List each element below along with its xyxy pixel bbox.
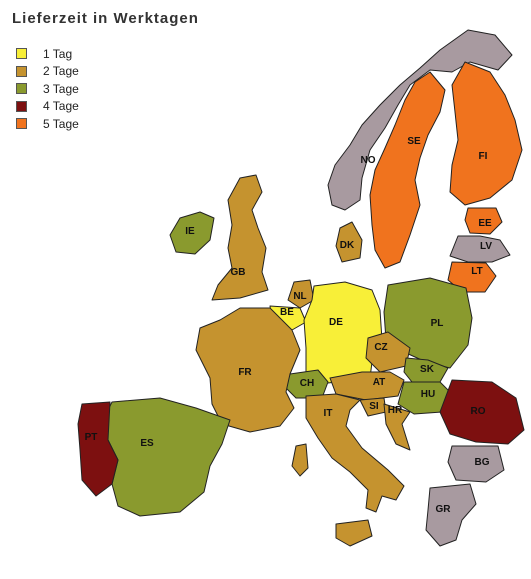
legend-label: 2 Tage xyxy=(43,64,79,79)
legend-item: 3 Tage xyxy=(16,80,79,98)
country-GB xyxy=(211,174,269,301)
country-label-NO: NO xyxy=(361,155,376,166)
country-IT-sicily xyxy=(335,519,373,547)
legend-swatch xyxy=(16,100,27,112)
legend-label: 4 Tage xyxy=(43,99,79,114)
country-IE xyxy=(169,211,215,255)
legend-item: 5 Tage xyxy=(16,115,79,133)
legend-label: 5 Tage xyxy=(43,116,79,131)
country-label-SI: SI xyxy=(369,401,379,412)
country-LV xyxy=(449,235,511,263)
country-label-BE: BE xyxy=(280,307,294,318)
country-SE xyxy=(369,71,446,269)
legend-item: 1 Tag xyxy=(16,45,79,63)
country-label-IE: IE xyxy=(185,226,195,237)
country-label-CZ: CZ xyxy=(374,342,387,353)
legend-swatch xyxy=(16,118,27,130)
country-label-SK: SK xyxy=(420,364,435,375)
country-NO xyxy=(327,29,513,211)
country-label-IT: IT xyxy=(324,408,333,419)
country-label-LV: LV xyxy=(480,241,492,252)
country-label-LT: LT xyxy=(471,266,482,277)
country-label-EE: EE xyxy=(478,218,492,229)
country-label-SE: SE xyxy=(407,136,421,147)
country-FI xyxy=(449,61,523,206)
country-label-GR: GR xyxy=(436,504,452,515)
country-NL xyxy=(287,279,315,309)
country-DK xyxy=(335,221,363,263)
legend-swatch xyxy=(16,83,27,95)
country-HR xyxy=(383,403,411,451)
country-label-HU: HU xyxy=(421,389,435,400)
country-RO xyxy=(439,379,525,445)
country-EE xyxy=(464,207,503,235)
country-label-FR: FR xyxy=(238,367,252,378)
country-IT xyxy=(305,393,405,513)
legend-item: 2 Tage xyxy=(16,63,79,81)
country-PT xyxy=(77,401,119,497)
country-label-PT: PT xyxy=(85,432,98,443)
country-label-GB: GB xyxy=(231,267,246,278)
map-title: Lieferzeit in Werktagen xyxy=(12,10,199,27)
country-label-DK: DK xyxy=(340,240,355,251)
country-FR xyxy=(195,307,301,433)
legend-swatch xyxy=(16,65,27,77)
country-FR-corsica xyxy=(291,443,309,477)
country-label-ES: ES xyxy=(140,438,154,449)
country-ES xyxy=(105,397,231,517)
country-label-CH: CH xyxy=(300,378,314,389)
country-label-PL: PL xyxy=(431,318,444,329)
country-DE xyxy=(303,281,383,385)
country-LT xyxy=(447,261,497,293)
country-label-HR: HR xyxy=(388,405,403,416)
country-label-DE: DE xyxy=(329,317,343,328)
country-label-AT: AT xyxy=(373,377,386,388)
legend-label: 1 Tag xyxy=(43,46,73,61)
country-label-NL: NL xyxy=(293,291,306,302)
country-label-BG: BG xyxy=(475,457,490,468)
legend-swatch xyxy=(16,48,27,60)
country-label-RO: RO xyxy=(471,406,486,417)
legend: 1 Tag 2 Tage 3 Tage 4 Tage 5 Tage xyxy=(16,45,79,133)
legend-label: 3 Tage xyxy=(43,81,79,96)
legend-item: 4 Tage xyxy=(16,98,79,116)
country-GR xyxy=(425,483,477,547)
country-label-FI: FI xyxy=(479,151,488,162)
country-BG xyxy=(447,445,505,483)
